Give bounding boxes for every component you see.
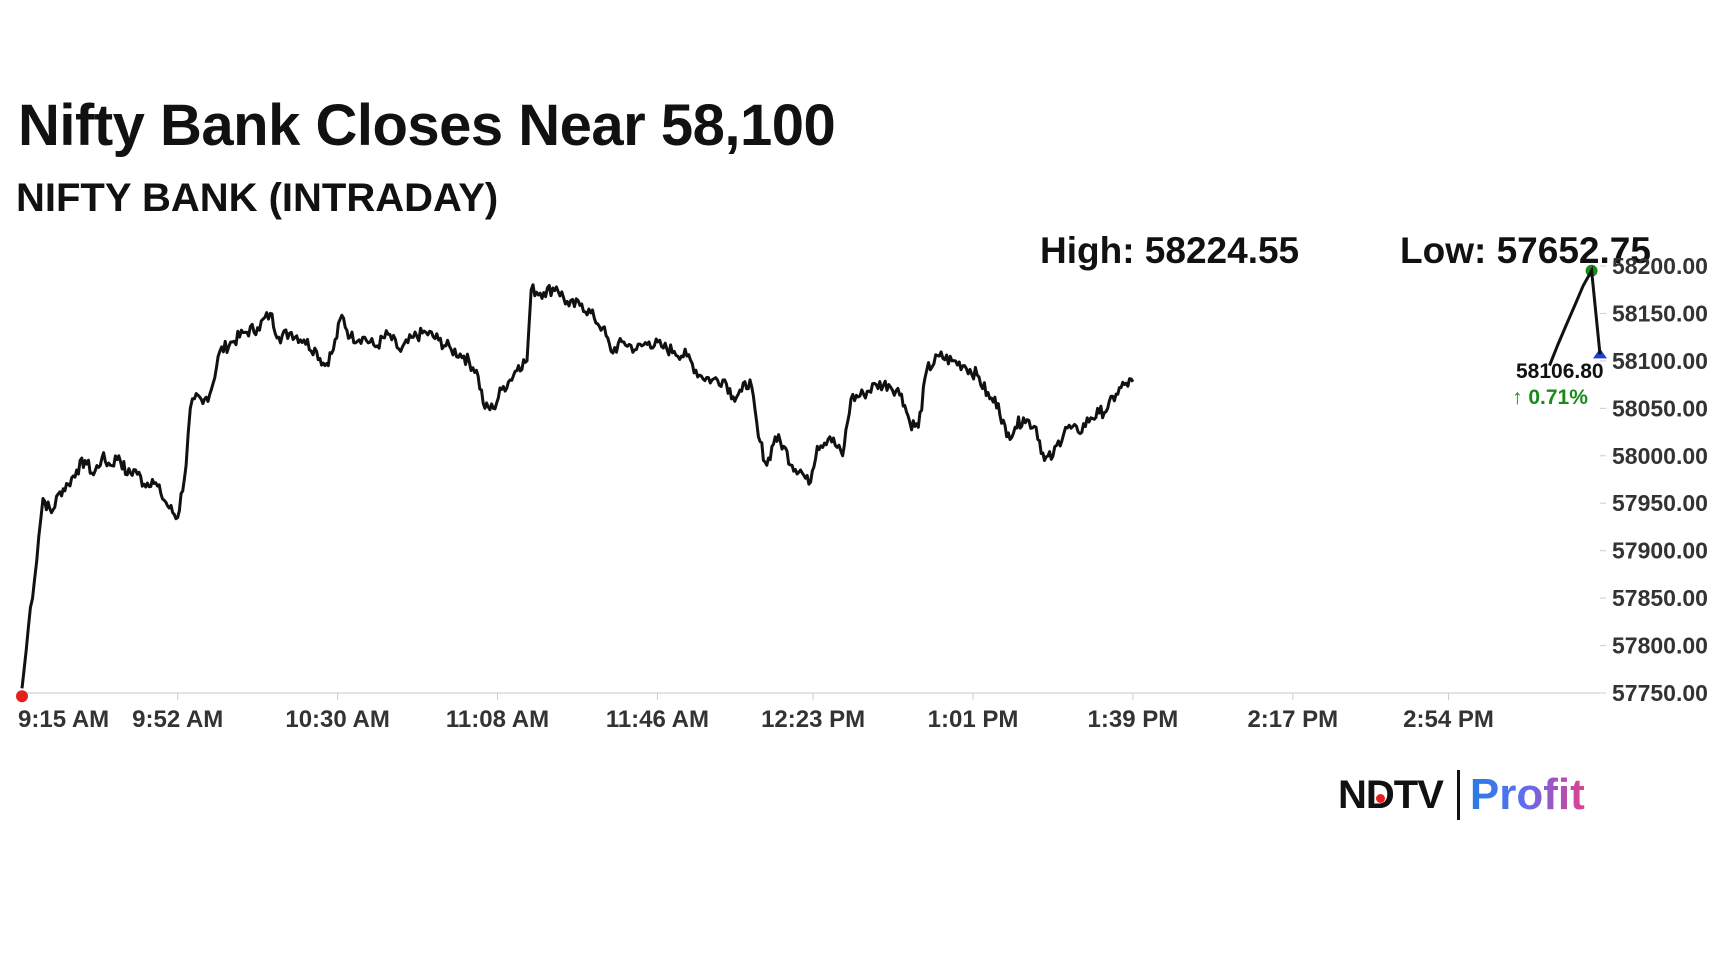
headline: Nifty Bank Closes Near 58,100 — [18, 93, 836, 158]
x-tick-label: 9:52 AM — [132, 706, 223, 733]
x-tick-label: 1:01 PM — [928, 706, 1019, 733]
x-tick-label: 2:17 PM — [1247, 706, 1338, 733]
y-tick-label: 58100.00 — [1612, 348, 1708, 374]
logo-separator — [1456, 770, 1460, 820]
logo-red-dot — [1376, 793, 1385, 803]
x-axis: 9:15 AM 9:52 AM 10:30 AM 11:08 AM 11:46 AM 12… — [18, 693, 1494, 733]
day-high-label: High: 58224.55 — [1040, 230, 1300, 271]
y-tick-label: 58000.00 — [1612, 443, 1708, 469]
logo-ndtv: NDTV — [1338, 772, 1444, 817]
y-tick-label: 58050.00 — [1612, 395, 1708, 421]
y-axis: 57750.00 57800.00 57850.00 57900.00 57950.00… — [1600, 253, 1708, 706]
x-tick-label: 12:23 PM — [761, 706, 865, 733]
y-tick-label: 57800.00 — [1612, 633, 1708, 659]
x-tick-label: 11:46 AM — [606, 706, 709, 733]
price-series-line — [20, 283, 1135, 689]
x-tick-label: 2:54 PM — [1403, 706, 1494, 733]
y-tick-label: 58200.00 — [1612, 253, 1708, 279]
y-tick-label: 57750.00 — [1612, 680, 1708, 706]
x-tick-label: 9:15 AM — [18, 706, 109, 733]
y-tick-label: 58150.00 — [1612, 300, 1708, 326]
y-tick-label: 57900.00 — [1612, 538, 1708, 564]
x-tick-label: 10:30 AM — [285, 706, 389, 733]
change-label: ↑ 0.71% — [1512, 386, 1588, 409]
day-low-label: Low: 57652.75 — [1400, 230, 1651, 271]
logo-profit: Profit — [1469, 770, 1585, 819]
y-tick-label: 57850.00 — [1612, 585, 1708, 611]
price-series-line-end — [1548, 265, 1602, 367]
open-marker — [16, 690, 28, 703]
x-tick-label: 1:39 PM — [1088, 706, 1179, 733]
last-value-label: 58106.80 — [1516, 360, 1604, 383]
ndtv-profit-logo: NDTV Profit — [1338, 770, 1585, 820]
chart-subtitle: NIFTY BANK (INTRADAY) — [16, 176, 499, 220]
x-tick-label: 11:08 AM — [446, 706, 549, 733]
y-tick-label: 57950.00 — [1612, 490, 1708, 516]
